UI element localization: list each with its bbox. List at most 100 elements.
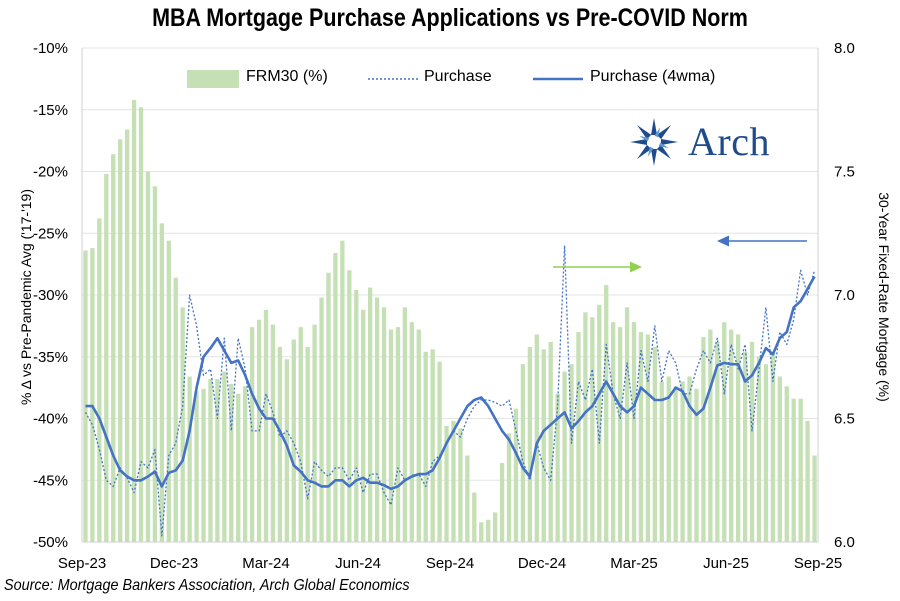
y-left-tick-label: -30% <box>33 287 68 304</box>
y-left-tick-label: -50% <box>33 534 68 551</box>
bar <box>812 455 817 542</box>
bar <box>541 349 546 542</box>
bar <box>208 378 213 542</box>
tick-labels: -10% -15% -20% -25% -30% -35% -40% -45% -50% 6.0 6… <box>33 40 855 572</box>
bar <box>722 322 727 542</box>
bar <box>409 322 414 542</box>
bar <box>395 327 401 542</box>
y-left-tick-label: -45% <box>33 472 68 489</box>
bar <box>201 388 206 542</box>
y-left-tick-label: -35% <box>33 349 68 366</box>
bar <box>652 346 657 542</box>
bar <box>680 381 685 542</box>
bar <box>576 332 581 542</box>
bar <box>236 393 241 542</box>
purchase-4wma-line <box>85 275 816 491</box>
bar <box>687 376 692 542</box>
x-tick-label: Sep-25 <box>794 555 842 572</box>
bar <box>173 277 178 542</box>
bar <box>520 364 526 542</box>
y-right-tick-label: 6.5 <box>834 411 855 428</box>
bar <box>513 408 519 542</box>
arch-logo-text: Arch <box>688 119 770 164</box>
bar <box>270 324 276 542</box>
legend-frm30-label: FRM30 (%) <box>246 68 328 85</box>
bar <box>291 339 296 542</box>
y-left-tick-label: -15% <box>33 102 68 119</box>
bar <box>569 364 574 542</box>
bar <box>319 297 324 542</box>
bar <box>749 341 755 542</box>
y-left-tick-label: -10% <box>33 40 68 57</box>
bar <box>624 307 630 542</box>
x-tick-label: Mar-24 <box>242 555 290 572</box>
bar <box>701 336 706 542</box>
x-tick-label: Mar-25 <box>610 555 658 572</box>
bar <box>479 522 484 542</box>
bar <box>506 433 512 542</box>
bar <box>659 381 664 542</box>
bar <box>388 329 394 542</box>
bar <box>423 351 428 542</box>
bar <box>111 154 116 542</box>
bar <box>263 309 269 542</box>
bar <box>152 186 158 542</box>
bar <box>708 329 713 542</box>
legend-purchase-label: Purchase <box>424 68 492 85</box>
x-tick-label: Dec-23 <box>150 555 198 572</box>
chart-title: MBA Mortgage Purchase Applications vs Pr… <box>152 4 748 32</box>
bar <box>124 129 130 542</box>
y-right-tick-label: 7.0 <box>834 287 855 304</box>
bar <box>402 307 408 542</box>
bar <box>673 386 678 542</box>
green-arrow-right <box>553 261 642 273</box>
bar <box>694 388 699 542</box>
bar <box>180 307 185 542</box>
bar <box>597 304 602 542</box>
bar <box>472 492 477 542</box>
axes <box>81 48 819 543</box>
bar <box>249 327 255 542</box>
bar <box>298 327 303 542</box>
bar <box>145 171 151 542</box>
bar <box>284 359 289 542</box>
bar <box>243 386 248 542</box>
purchase-lines <box>84 244 816 537</box>
bar <box>562 371 567 542</box>
bar <box>367 287 373 542</box>
bar <box>118 139 123 542</box>
bar <box>97 218 102 542</box>
bar <box>215 378 220 542</box>
bar <box>104 173 109 542</box>
y-right-tick-label: 7.5 <box>834 164 855 181</box>
bar <box>430 349 435 542</box>
bar <box>604 285 609 542</box>
bar <box>763 364 769 542</box>
bar <box>555 393 560 542</box>
y-left-tick-label: -40% <box>33 411 68 428</box>
bar <box>131 99 137 543</box>
bar <box>729 329 734 542</box>
y-axis-left-label: % Δ vs Pre-Pandemic Avg ('17-'19) <box>18 189 34 405</box>
bar <box>166 240 171 542</box>
bar <box>333 253 338 542</box>
bar <box>305 346 310 542</box>
bar <box>361 309 366 542</box>
blue-arrow-left <box>717 235 807 247</box>
y-right-tick-label: 8.0 <box>834 40 855 57</box>
bar <box>499 462 505 542</box>
bar <box>638 332 644 542</box>
x-tick-label: Dec-24 <box>518 555 566 572</box>
bar <box>805 420 810 542</box>
bar <box>159 223 165 542</box>
bar <box>742 351 748 542</box>
bar <box>381 307 387 542</box>
source-note: Source: Mortgage Bankers Association, Ar… <box>4 577 410 594</box>
bar <box>784 386 789 542</box>
bar <box>437 361 442 542</box>
bar <box>486 519 491 542</box>
bar <box>444 425 449 542</box>
bar <box>666 376 671 542</box>
bar <box>83 250 88 543</box>
bar <box>791 398 796 542</box>
